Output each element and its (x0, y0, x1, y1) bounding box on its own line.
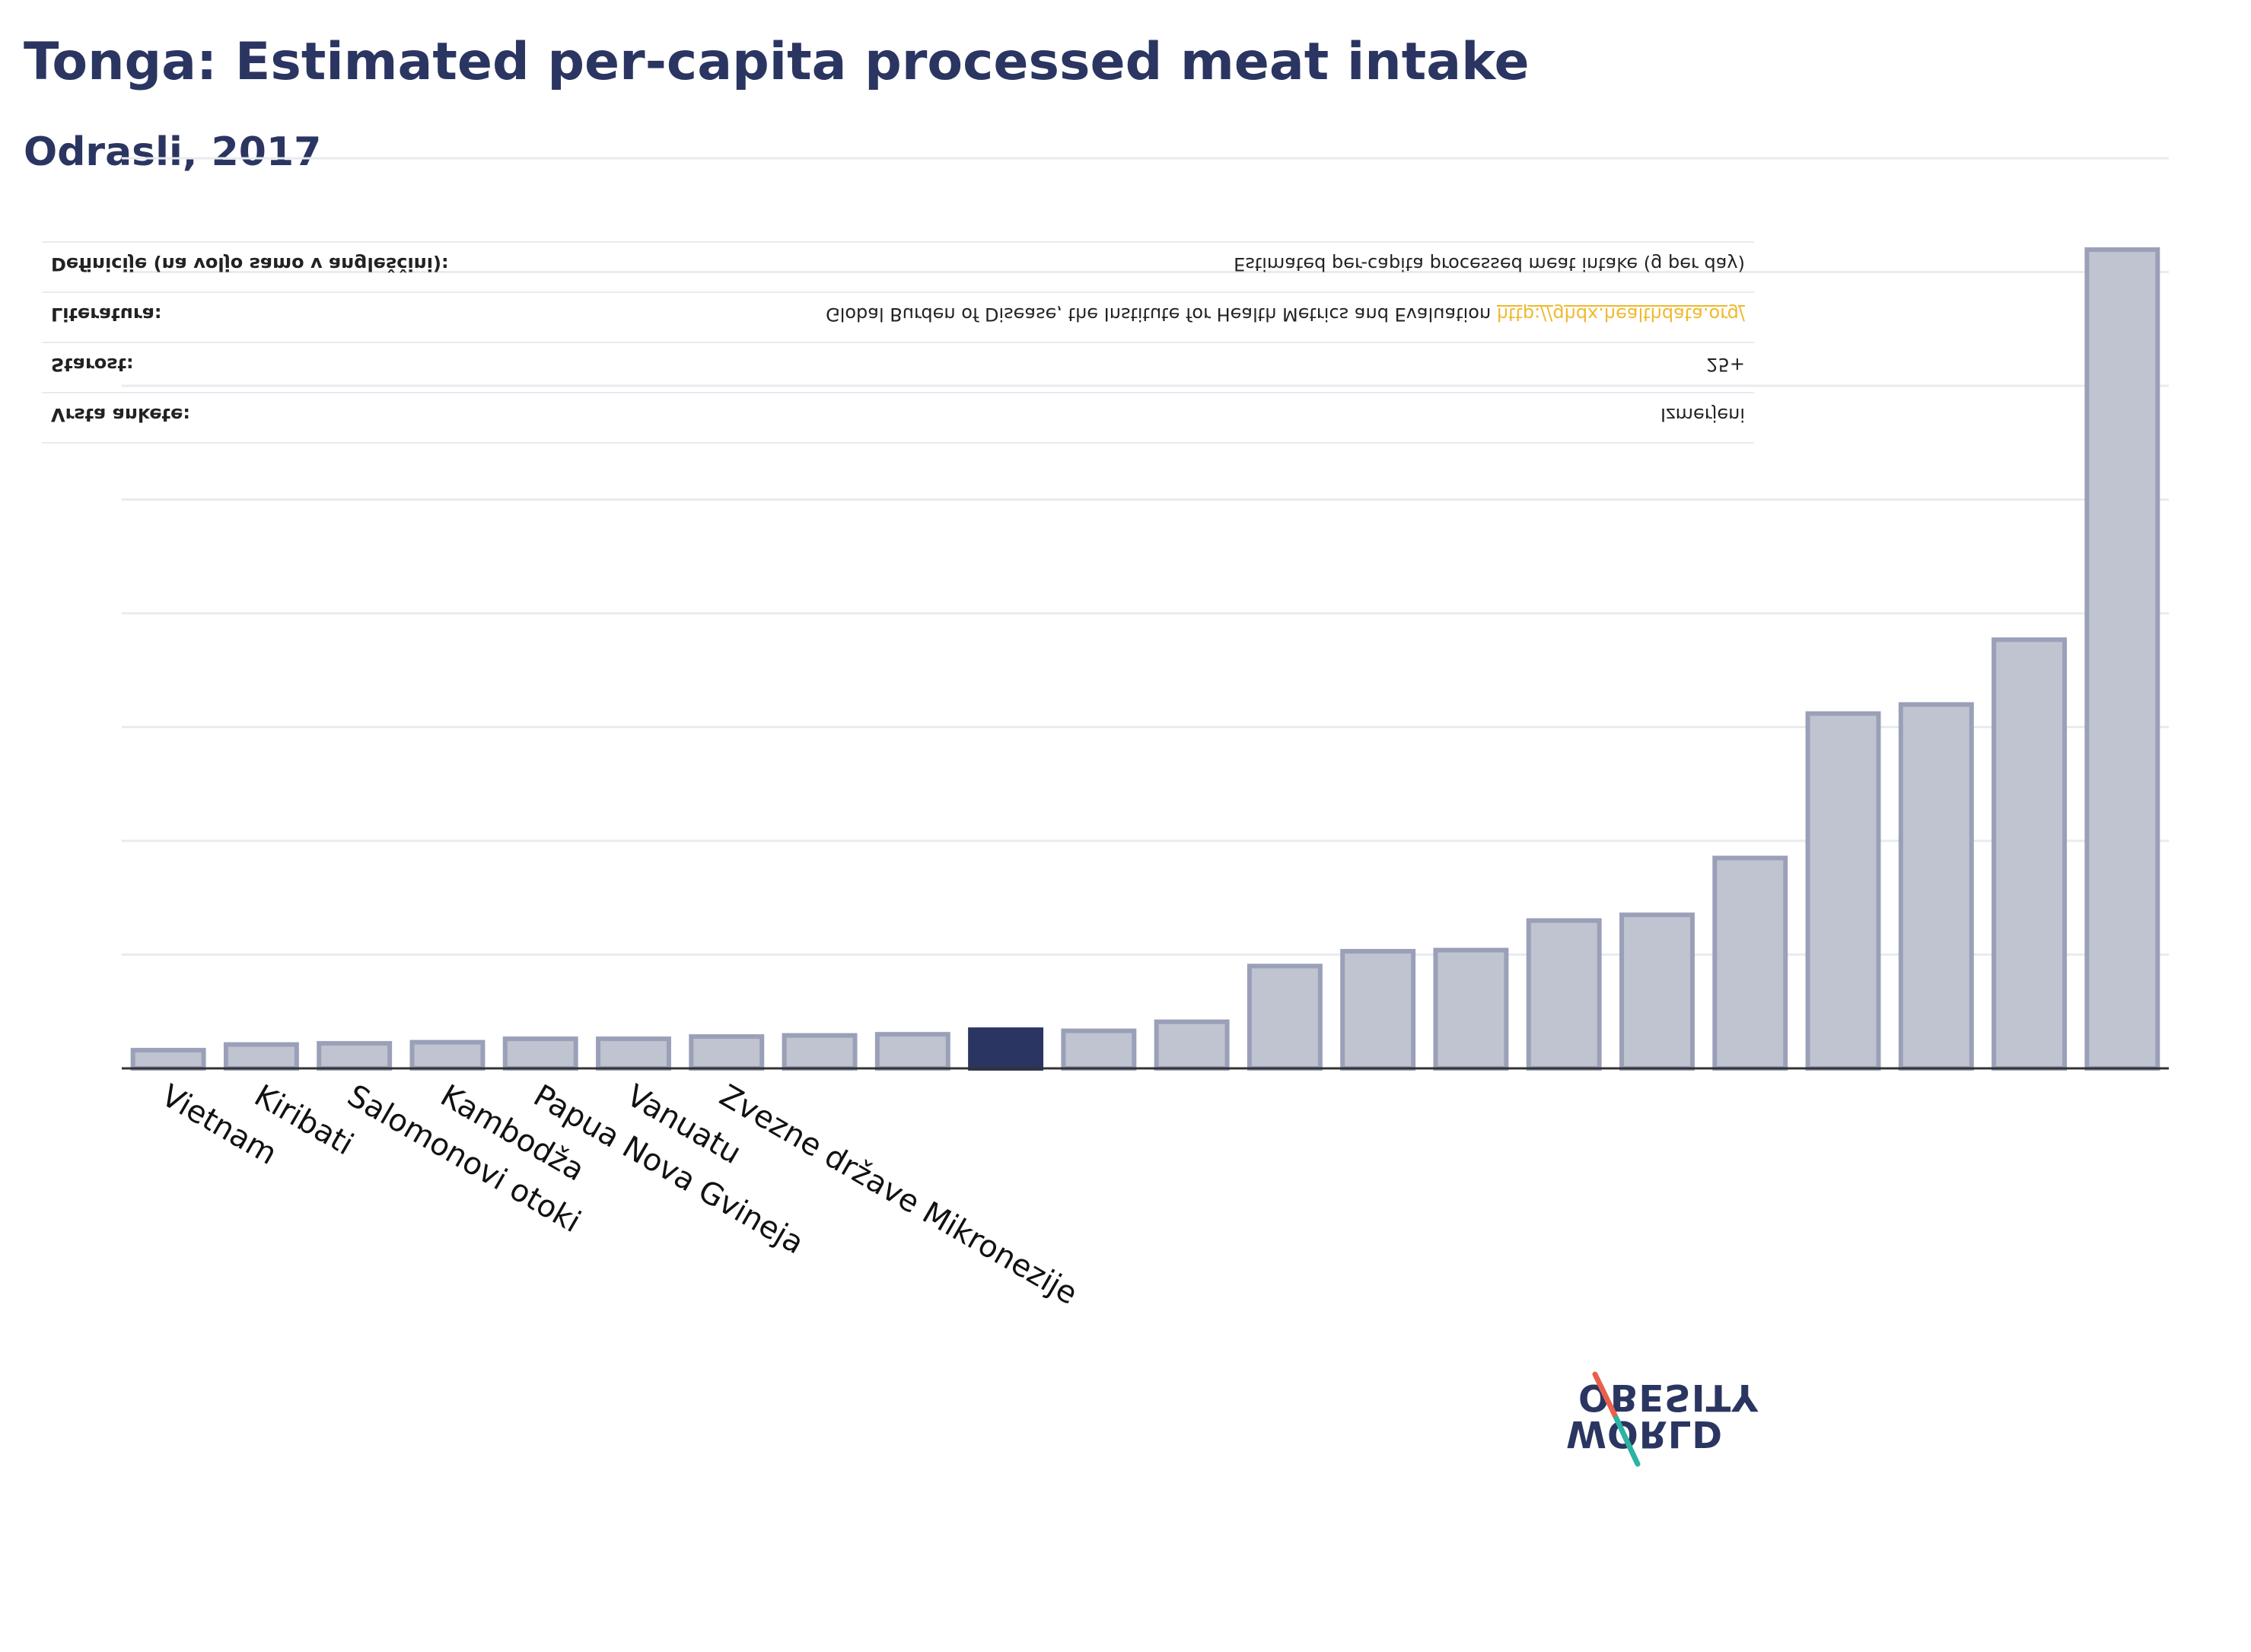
chart-title: Tonga: Estimated per-capita processed me… (24, 32, 1530, 92)
info-table: Definicije (na voljo samo v angleščini):… (42, 241, 1754, 444)
info-label: Vrsta ankete: (51, 404, 190, 425)
bar[interactable] (1805, 711, 1881, 1071)
info-value: Global Burden of Disease, the Institute … (826, 304, 1745, 325)
logo-slash-icon (1592, 1371, 1641, 1467)
bar[interactable] (223, 1042, 299, 1071)
bar[interactable] (317, 1041, 393, 1071)
world-obesity-logo: OBESITY WORLD (1566, 1370, 1759, 1469)
bar[interactable] (1061, 1028, 1137, 1071)
bar[interactable] (1619, 912, 1695, 1071)
bar[interactable] (1246, 963, 1323, 1071)
bar[interactable] (1712, 855, 1788, 1071)
bar-highlighted[interactable] (968, 1027, 1044, 1071)
info-value-text: 25+ (1706, 354, 1745, 375)
info-value-text: Global Burden of Disease, the Institute … (826, 304, 1492, 325)
bar[interactable] (596, 1036, 671, 1071)
bar[interactable] (1992, 637, 2068, 1071)
info-value: Estimated per-capita processed meat inta… (1234, 253, 1745, 275)
info-row-age: Starost: 25+ (42, 342, 1754, 392)
bar[interactable] (1526, 918, 1602, 1071)
info-value: Izmerjeni (1660, 404, 1745, 425)
info-row-definitions: Definicije (na voljo samo v angleščini):… (42, 241, 1754, 291)
bar[interactable] (1898, 702, 1974, 1071)
info-value: 25+ (1706, 354, 1745, 375)
bar[interactable] (502, 1036, 578, 1071)
bar[interactable] (874, 1032, 950, 1071)
bar[interactable] (409, 1039, 486, 1071)
info-label: Literatura: (51, 304, 162, 325)
bar[interactable] (1340, 949, 1416, 1071)
info-row-source: Literatura: Global Burden of Disease, th… (42, 291, 1754, 342)
x-tick-label: Zvezne države Mikronezije (714, 1078, 1084, 1312)
bar[interactable] (1433, 947, 1509, 1071)
bar[interactable] (782, 1033, 858, 1071)
bar[interactable] (130, 1048, 206, 1071)
info-value-text: Estimated per-capita processed meat inta… (1234, 253, 1745, 275)
chart-subtitle: Odrasli, 2017 (24, 129, 322, 175)
source-link[interactable]: http://ghdx.healthdata.org/ (1496, 304, 1745, 325)
bar[interactable] (689, 1034, 765, 1071)
bar[interactable] (1154, 1019, 1230, 1071)
info-value-text: Izmerjeni (1660, 404, 1745, 425)
info-label: Definicije (na voljo samo v angleščini): (51, 253, 449, 275)
info-label: Starost: (51, 354, 134, 375)
info-row-survey-type: Vrsta ankete: Izmerjeni (42, 392, 1754, 444)
bar[interactable] (2084, 247, 2160, 1071)
